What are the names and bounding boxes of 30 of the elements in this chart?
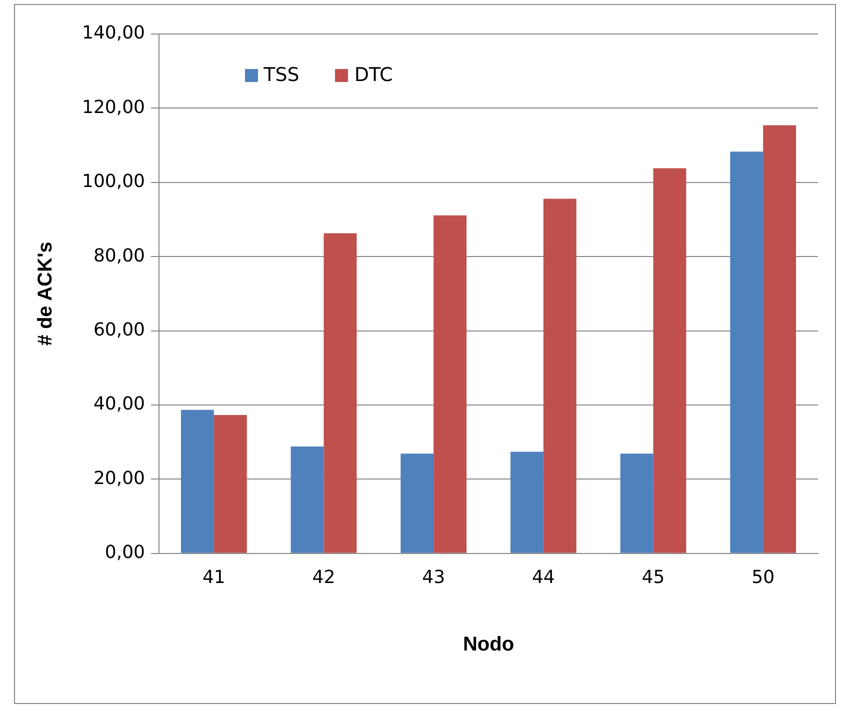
x-tick-label: 43 <box>422 566 446 588</box>
legend-label: TSS <box>264 64 300 86</box>
bar <box>543 198 576 553</box>
legend-label: DTC <box>354 64 393 86</box>
x-tick-label: 44 <box>532 566 555 588</box>
bar <box>324 233 357 553</box>
y-tick-label: 140,00 <box>82 22 145 44</box>
x-axis-title: Nodo <box>462 634 514 656</box>
y-tick-label: 120,00 <box>82 96 145 118</box>
bar <box>214 415 247 553</box>
x-tick-label: 50 <box>752 566 775 588</box>
bar <box>290 446 324 553</box>
y-tick-label: 20,00 <box>93 468 145 489</box>
bar <box>434 215 467 553</box>
bar <box>763 125 796 553</box>
x-tick-label: 41 <box>202 566 226 588</box>
y-axis-title: # de ACK's <box>34 242 57 346</box>
x-tick-label: 42 <box>312 566 336 588</box>
bar <box>400 454 434 553</box>
bar <box>730 152 764 553</box>
y-tick-label: 40,00 <box>93 394 145 415</box>
bar <box>510 452 544 553</box>
y-tick-label: 100,00 <box>82 171 145 192</box>
x-tick-label: 45 <box>642 566 665 588</box>
bar <box>180 410 214 553</box>
y-tick-label: 60,00 <box>93 319 145 340</box>
bar <box>620 454 654 553</box>
bar <box>653 168 686 553</box>
y-tick-label: 80,00 <box>93 245 145 266</box>
y-tick-label: 0,00 <box>104 542 145 564</box>
